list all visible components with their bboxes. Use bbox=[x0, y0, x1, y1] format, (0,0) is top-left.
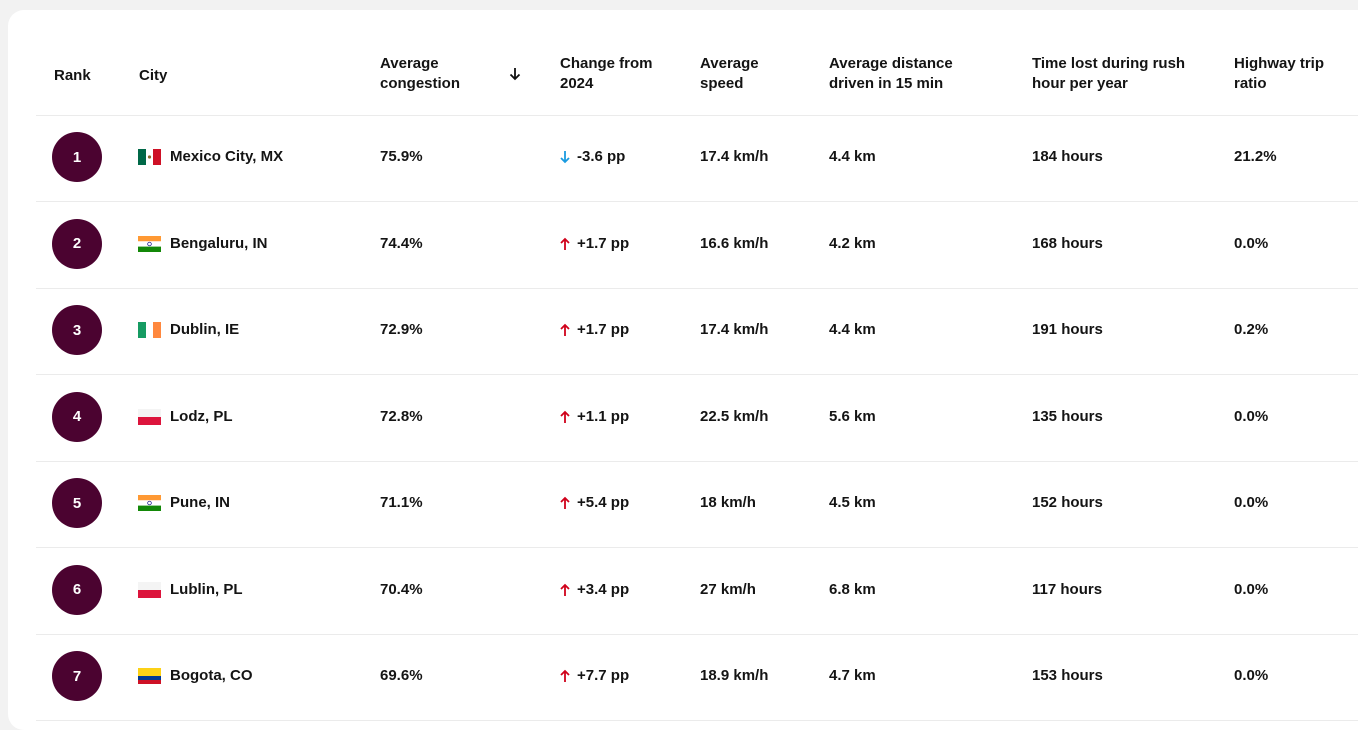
column-header: Average bbox=[380, 55, 439, 72]
column-header: congestion bbox=[380, 75, 461, 92]
rank-badge: 1 bbox=[52, 132, 102, 182]
row-separator bbox=[36, 115, 1358, 116]
row-separator bbox=[36, 288, 1358, 289]
cell: 0.0% bbox=[1234, 494, 1269, 511]
cell: 71.1% bbox=[380, 494, 423, 511]
flag bbox=[138, 322, 161, 338]
cell: Bengaluru, IN bbox=[170, 234, 268, 252]
flag bbox=[138, 668, 161, 684]
cell: 22.5 km/h bbox=[700, 407, 769, 425]
cell: 184 hours bbox=[1032, 148, 1103, 165]
rank-badge: 4 bbox=[52, 391, 102, 442]
cell: 191 hours bbox=[1032, 321, 1103, 338]
row-separator bbox=[36, 634, 1358, 635]
cell: 0.0% bbox=[1234, 407, 1269, 425]
cell: 72.9% bbox=[380, 321, 423, 338]
column-header: Time lost during rush bbox=[1032, 55, 1186, 72]
flag bbox=[138, 495, 161, 511]
rank-badge: 5 bbox=[52, 478, 102, 528]
cell: +1.7 pp bbox=[577, 234, 630, 252]
cell: 18 km/h bbox=[700, 494, 756, 511]
rank-badge: 3 bbox=[52, 305, 102, 355]
cell: +5.4 pp bbox=[577, 494, 630, 511]
flag bbox=[138, 408, 161, 425]
column-header: hour per year bbox=[1032, 75, 1128, 92]
cell: +1.1 pp bbox=[577, 407, 630, 425]
cell: 70.4% bbox=[380, 580, 423, 598]
flag bbox=[138, 235, 161, 252]
row-separator bbox=[36, 461, 1358, 462]
trend-down-arrow bbox=[560, 151, 570, 164]
rank-badge: 6 bbox=[52, 564, 102, 615]
trend-up-arrow bbox=[560, 237, 570, 250]
cell: -3.6 pp bbox=[577, 148, 626, 165]
cell: 0.0% bbox=[1234, 667, 1269, 684]
row-separator bbox=[36, 547, 1358, 548]
sort-arrow[interactable] bbox=[508, 66, 522, 82]
cell: 117 hours bbox=[1032, 580, 1103, 598]
cell: 4.4 km bbox=[829, 148, 876, 165]
column-header: 2024 bbox=[560, 75, 594, 92]
cell: 18.9 km/h bbox=[700, 667, 769, 684]
flag bbox=[138, 581, 161, 598]
cell: 27 km/h bbox=[700, 580, 756, 598]
cell: 5.6 km bbox=[829, 407, 876, 425]
trend-up-arrow bbox=[560, 410, 570, 423]
cell: 168 hours bbox=[1032, 234, 1103, 252]
cell: 152 hours bbox=[1032, 494, 1103, 511]
cell: 4.7 km bbox=[829, 667, 876, 684]
trend-up-arrow bbox=[560, 669, 570, 682]
column-header: speed bbox=[700, 75, 744, 92]
row-separator bbox=[36, 720, 1358, 721]
cell: +7.7 pp bbox=[577, 667, 630, 684]
page: (() => { const data = JSON.parse(documen… bbox=[8, 10, 1358, 730]
cell: 69.6% bbox=[380, 667, 423, 684]
cell: 153 hours bbox=[1032, 667, 1103, 684]
cell: Pune, IN bbox=[170, 494, 231, 511]
cell: Lodz, PL bbox=[170, 407, 233, 425]
flag bbox=[138, 149, 161, 165]
rank-badge: 2 bbox=[52, 218, 102, 269]
cell: 6.8 km bbox=[829, 580, 876, 598]
cell: 0.0% bbox=[1234, 234, 1269, 252]
cell: 0.2% bbox=[1234, 321, 1269, 338]
cell: 72.8% bbox=[380, 407, 423, 425]
cell: Bogota, CO bbox=[170, 667, 253, 684]
rank-badge: 7 bbox=[52, 651, 102, 701]
cell: 21.2% bbox=[1234, 148, 1277, 165]
cell: Lublin, PL bbox=[170, 580, 243, 598]
cell: 17.4 km/h bbox=[700, 321, 769, 338]
row-separator bbox=[36, 201, 1358, 202]
column-header: driven in 15 min bbox=[829, 75, 944, 92]
column-header: Rank bbox=[54, 67, 91, 84]
trend-up-arrow bbox=[560, 583, 570, 596]
cell: 4.2 km bbox=[829, 234, 876, 252]
trend-up-arrow bbox=[560, 496, 570, 509]
cell: 74.4% bbox=[380, 234, 423, 252]
column-header: Average distance bbox=[829, 55, 953, 72]
table-card bbox=[8, 10, 1358, 730]
column-header: ratio bbox=[1234, 75, 1267, 92]
row-separator bbox=[36, 374, 1358, 375]
column-header: Highway trip bbox=[1234, 55, 1325, 72]
column-header: Change from bbox=[560, 55, 653, 72]
cell: 17.4 km/h bbox=[700, 148, 769, 165]
cell: 0.0% bbox=[1234, 580, 1269, 598]
cell: Mexico City, MX bbox=[170, 148, 284, 165]
cell: 75.9% bbox=[380, 148, 423, 165]
cell: 135 hours bbox=[1032, 407, 1103, 425]
cell: +3.4 pp bbox=[577, 580, 630, 598]
cell: Dublin, IE bbox=[170, 321, 240, 338]
column-header: Average bbox=[700, 55, 759, 72]
cell: +1.7 pp bbox=[577, 321, 630, 338]
cell: 4.4 km bbox=[829, 321, 876, 338]
cell: 16.6 km/h bbox=[700, 234, 769, 252]
column-header: City bbox=[139, 67, 168, 84]
cell: 4.5 km bbox=[829, 494, 876, 511]
trend-up-arrow bbox=[560, 323, 570, 336]
